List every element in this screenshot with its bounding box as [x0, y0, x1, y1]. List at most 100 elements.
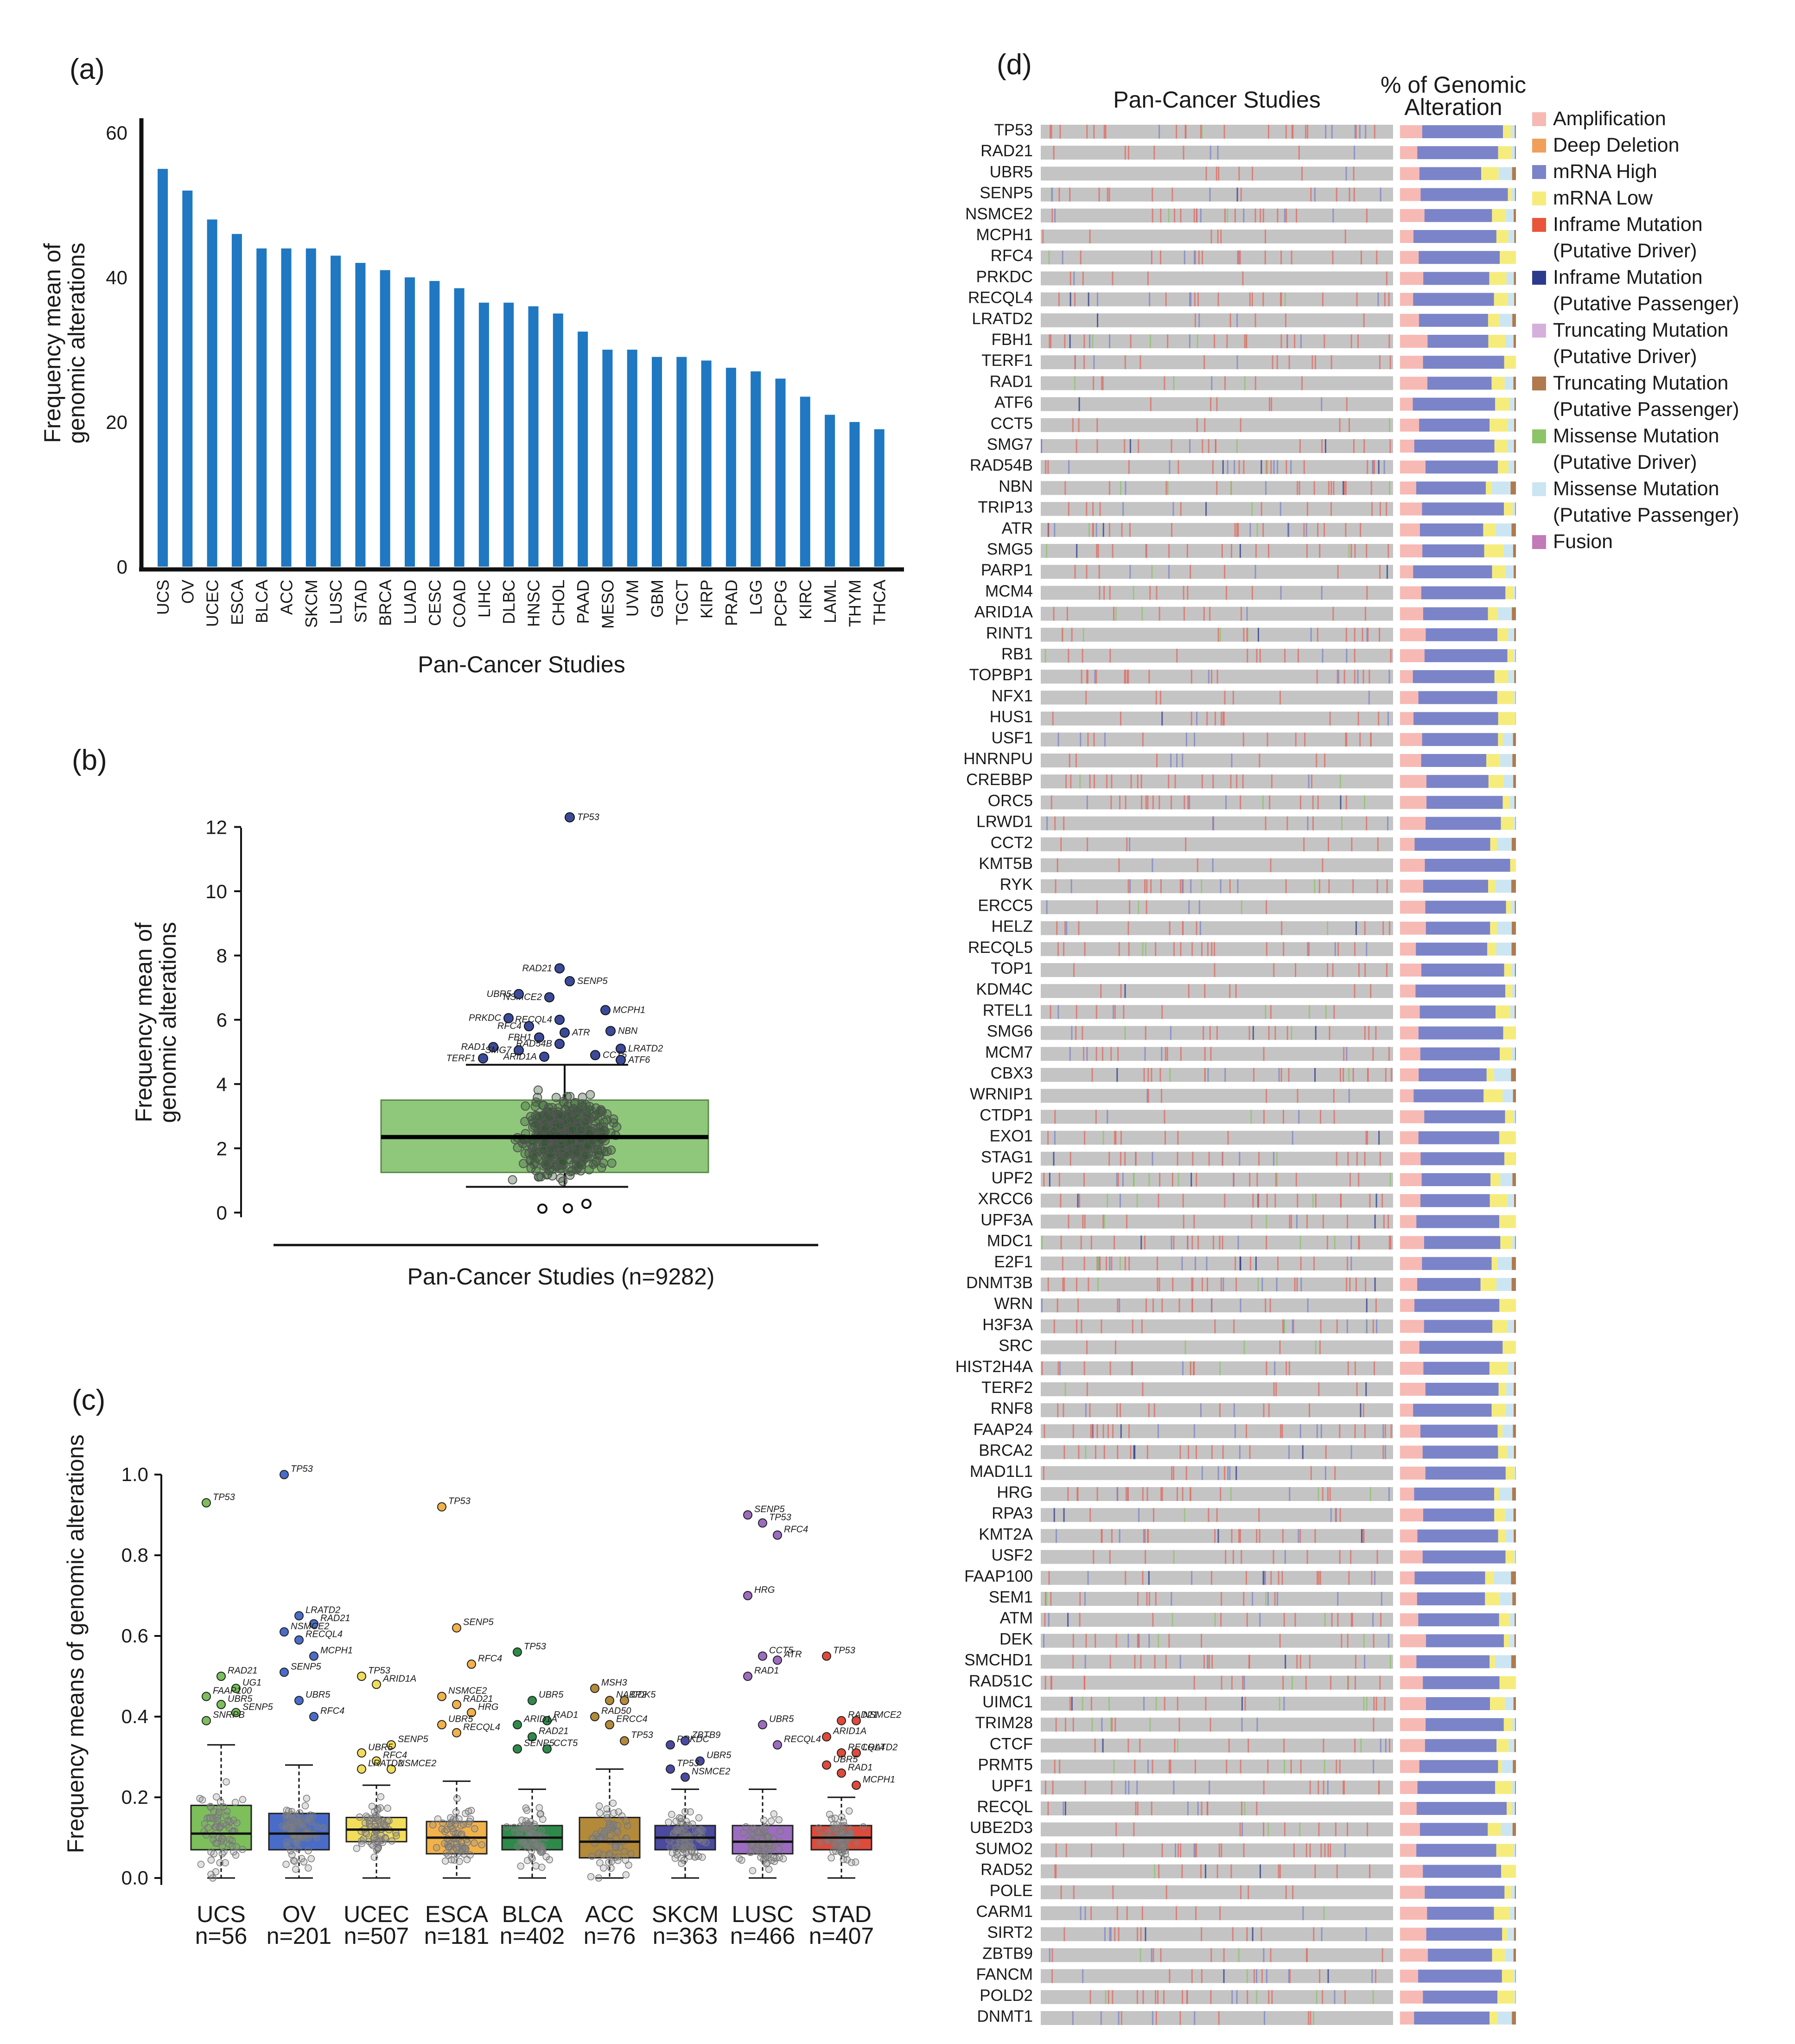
b-outlier-ARID1A	[539, 1051, 549, 1062]
d-pct-bar	[1400, 628, 1516, 641]
d-pct-segment	[1400, 1613, 1419, 1627]
d-pct-segment	[1504, 964, 1512, 977]
d-tick	[1138, 900, 1139, 914]
d-gene-label: RINT1	[986, 624, 1033, 642]
d-pct-segment	[1499, 313, 1513, 327]
d-tick	[1054, 1131, 1056, 1145]
c-outlier-label: MCPH1	[320, 1646, 353, 1656]
d-track	[1041, 649, 1393, 663]
d-row-RINT1: RINT1	[986, 624, 1516, 642]
d-pct-segment	[1416, 1802, 1507, 1815]
c-point	[225, 1824, 233, 1832]
c-point	[471, 1825, 478, 1833]
d-tick	[1237, 879, 1239, 894]
a-category-label: BLCA	[252, 580, 271, 623]
d-tick	[1074, 355, 1076, 370]
d-pct-segment	[1499, 1613, 1510, 1627]
b-point	[519, 1159, 528, 1169]
d-tick	[1080, 1906, 1082, 1920]
d-pct-segment	[1492, 1948, 1505, 1962]
c-point	[231, 1799, 239, 1806]
panel-label-b: (b)	[72, 744, 107, 776]
c-outlier-label: SENP5	[463, 1617, 494, 1628]
d-pct-segment	[1426, 796, 1503, 809]
d-tick	[1346, 1319, 1348, 1334]
d-row-ATM: ATM	[1000, 1609, 1516, 1627]
d-tick	[1312, 795, 1314, 810]
d-bar-title: % of Genomic Alteration	[1381, 72, 1526, 120]
c-point	[699, 1853, 706, 1861]
d-tick	[1269, 795, 1271, 810]
d-pct-bar	[1400, 733, 1516, 746]
c-ytick-label: 0.4	[121, 1705, 148, 1727]
d-tick	[1213, 816, 1215, 830]
d-pct-bar	[1400, 1131, 1516, 1144]
d-tick	[1095, 1110, 1097, 1124]
d-tick	[1125, 1487, 1127, 1501]
c-point	[742, 1823, 750, 1831]
d-tick	[1076, 439, 1077, 453]
d-tick	[1389, 1738, 1391, 1753]
d-tick	[1350, 334, 1352, 348]
d-pct-segment	[1400, 1361, 1424, 1375]
d-tick	[1190, 711, 1192, 726]
d-tick	[1044, 649, 1046, 663]
d-tick	[1232, 1550, 1234, 1564]
d-row-SMCHD1: SMCHD1	[964, 1651, 1516, 1669]
a-bar-KIRC	[800, 396, 810, 567]
d-tick	[1216, 1026, 1218, 1040]
d-tick	[1234, 460, 1235, 474]
d-pct-bar	[1400, 1885, 1516, 1899]
d-tick	[1190, 1173, 1192, 1187]
a-ytick-label: 0	[117, 556, 127, 578]
d-tick	[1300, 1256, 1302, 1271]
d-tick	[1347, 1634, 1349, 1648]
d-tick	[1128, 460, 1130, 474]
d-tick	[1389, 418, 1391, 432]
c-point	[471, 1839, 478, 1847]
d-tick	[1044, 1613, 1046, 1627]
d-tick	[1064, 921, 1066, 935]
d-tick	[1208, 1508, 1209, 1522]
d-gene-label: RNF8	[991, 1399, 1033, 1418]
d-tick	[1349, 187, 1350, 202]
d-pct-segment	[1420, 188, 1508, 201]
c-point	[843, 1856, 851, 1864]
d-tick	[1152, 208, 1153, 223]
c-outlier-LRATD2	[357, 1764, 366, 1774]
d-tick	[1049, 1948, 1050, 1962]
d-tick	[1348, 418, 1350, 432]
d-tick	[1297, 1089, 1299, 1103]
d-tick	[1185, 1466, 1187, 1480]
d-tick	[1380, 1613, 1382, 1627]
d-tick	[1168, 774, 1170, 789]
d-tick	[1363, 313, 1365, 327]
d-tick	[1295, 1173, 1297, 1187]
d-pct-bar	[1400, 1802, 1516, 1815]
d-pct-segment	[1494, 1907, 1510, 1920]
d-tick	[1170, 1026, 1171, 1040]
d-pct-bar	[1400, 1026, 1516, 1040]
d-pct-segment	[1495, 1781, 1512, 1794]
d-pct-segment	[1503, 1718, 1513, 1731]
d-tick	[1145, 1298, 1147, 1313]
d-tick	[1248, 1738, 1249, 1753]
d-tick	[1384, 1424, 1386, 1438]
c-outlier-SENP5	[743, 1510, 752, 1520]
d-tick	[1153, 1403, 1155, 1418]
d-row-LRWD1: LRWD1	[976, 813, 1516, 831]
d-tick	[1281, 1424, 1283, 1438]
c-outlier-label: ARID1A	[382, 1674, 416, 1684]
c-outlier-label: UBR5	[306, 1690, 331, 1700]
c-point	[465, 1808, 472, 1815]
d-track	[1041, 1110, 1393, 1124]
d-tick	[1092, 334, 1094, 348]
d-track	[1041, 313, 1393, 327]
d-gene-label: H3F3A	[982, 1316, 1033, 1334]
c-outlier-label: NSMCE2	[692, 1767, 730, 1777]
d-tick	[1103, 1445, 1105, 1459]
c-group-n: n=363	[653, 1923, 718, 1949]
d-tick	[1279, 502, 1281, 516]
d-gene-label: TP53	[994, 121, 1033, 139]
c-outlier-label: CCT5	[554, 1738, 578, 1749]
